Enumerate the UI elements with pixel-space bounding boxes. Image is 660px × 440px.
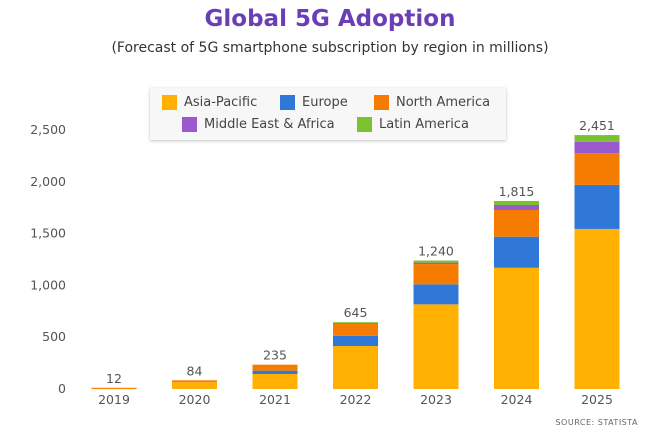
bar-segment-asia-pacific-2023 xyxy=(413,304,459,389)
legend-item-latin-america: Latin America xyxy=(357,117,469,132)
bar-segment-latin-america-2025 xyxy=(574,135,620,142)
bar-segment-latin-america-2024 xyxy=(494,200,539,206)
y-tick-label: 1,000 xyxy=(30,277,66,292)
legend-swatch xyxy=(374,95,389,110)
total-label-2020: 84 xyxy=(187,363,203,378)
x-tick-label-2023: 2023 xyxy=(420,392,452,407)
bar-segment-north-america-2024 xyxy=(494,209,539,237)
legend-label: North America xyxy=(396,95,491,110)
total-label-2021: 235 xyxy=(263,348,287,363)
x-tick-label-2022: 2022 xyxy=(340,392,372,407)
bar-segment-europe-2024 xyxy=(494,236,539,268)
bar-segment-asia-pacific-2024 xyxy=(494,267,539,389)
bar-segment-north-america-2025 xyxy=(574,153,620,185)
x-tick-label-2024: 2024 xyxy=(501,392,533,407)
x-tick-label-2025: 2025 xyxy=(581,392,613,407)
bar-segment-europe-2025 xyxy=(574,184,620,229)
legend-item-europe: Europe xyxy=(280,95,348,110)
y-tick-label: 1,500 xyxy=(30,226,66,241)
x-tick-label-2020: 2020 xyxy=(179,392,211,407)
bar-segment-north-america-2020 xyxy=(172,380,217,383)
bar-segment-latin-america-2023 xyxy=(413,260,459,263)
bar-segment-europe-2021 xyxy=(252,370,298,374)
y-tick-label: 0 xyxy=(58,381,66,396)
bar-segment-latin-america-2022 xyxy=(333,322,378,324)
bar-segment-europe-2022 xyxy=(333,335,378,347)
x-tick-label-2021: 2021 xyxy=(259,392,291,407)
chart-subtitle: (Forecast of 5G smartphone subscription … xyxy=(111,40,549,56)
legend-item-middle-east-africa: Middle East & Africa xyxy=(182,117,335,132)
bar-segment-asia-pacific-2020 xyxy=(172,382,217,389)
bar-segment-north-america-2021 xyxy=(252,364,298,371)
total-label-2025: 2,451 xyxy=(579,118,615,133)
bar-segment-north-america-2022 xyxy=(333,322,378,336)
legend-item-asia-pacific: Asia-Pacific xyxy=(162,95,257,110)
legend-label: Asia-Pacific xyxy=(184,95,258,110)
bar-segment-middle-east-africa-2025 xyxy=(574,141,620,154)
legend-label: Europe xyxy=(302,95,348,110)
legend-swatch xyxy=(280,95,295,110)
bar-segment-middle-east-africa-2023 xyxy=(413,262,459,265)
legend-label: Latin America xyxy=(379,117,469,132)
chart-title: Global 5G Adoption xyxy=(204,6,456,32)
y-tick-label: 500 xyxy=(42,329,66,344)
bar-segment-europe-2023 xyxy=(413,284,459,305)
total-label-2024: 1,815 xyxy=(499,184,535,199)
legend: Asia-Pacific Europe North America Middle… xyxy=(150,88,506,140)
bar-segment-asia-pacific-2025 xyxy=(574,228,620,389)
legend-label: Middle East & Africa xyxy=(204,117,335,132)
bar-segment-asia-pacific-2022 xyxy=(333,346,378,389)
legend-swatch xyxy=(162,95,177,110)
legend-swatch xyxy=(357,117,372,132)
x-tick-label-2019: 2019 xyxy=(98,392,130,407)
total-label-2019: 12 xyxy=(106,371,122,386)
total-label-2022: 645 xyxy=(344,305,368,320)
bar-segment-north-america-2019 xyxy=(91,387,137,389)
bar-segment-middle-east-africa-2024 xyxy=(494,205,539,210)
bar-segment-north-america-2023 xyxy=(413,264,459,285)
total-label-2023: 1,240 xyxy=(418,244,454,259)
y-tick-label: 2,500 xyxy=(30,122,66,137)
bar-segment-asia-pacific-2021 xyxy=(252,373,298,389)
legend-swatch xyxy=(182,117,197,132)
legend-item-north-america: North America xyxy=(374,95,490,110)
y-tick-label: 2,000 xyxy=(30,174,66,189)
source-note: SOURCE: STATISTA xyxy=(555,418,638,427)
